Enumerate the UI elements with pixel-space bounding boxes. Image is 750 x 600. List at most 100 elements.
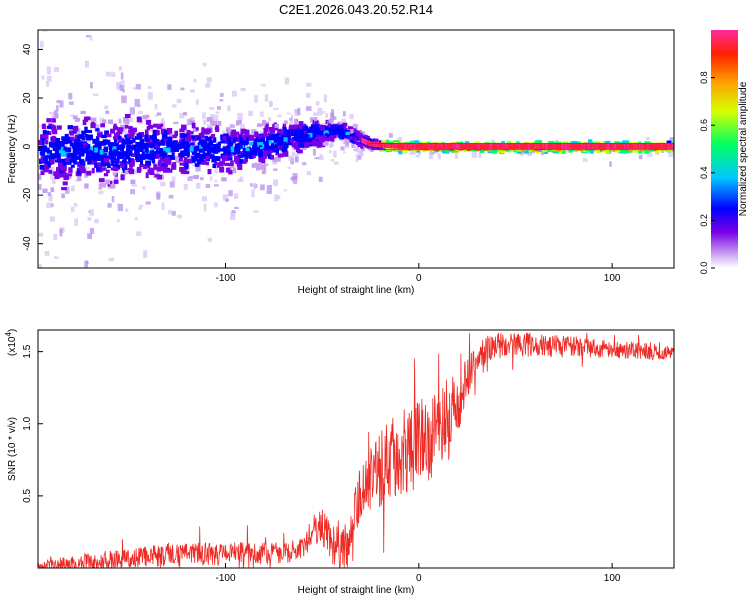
spectrogram-speckle xyxy=(49,111,54,115)
spectrogram-cell xyxy=(126,161,131,165)
spectrogram-cell xyxy=(44,147,50,153)
spectrogram-cell xyxy=(210,154,215,159)
spectrogram-cell xyxy=(213,149,219,154)
spectrogram-cell xyxy=(228,142,233,148)
spectrogram-speckle xyxy=(331,109,335,117)
spectrogram-cell xyxy=(51,125,57,132)
spectrogram-cell xyxy=(130,139,134,144)
spectrogram-cell xyxy=(297,130,304,135)
spectrogram-speckle xyxy=(154,103,158,110)
spectrogram-cell xyxy=(51,117,56,123)
spectrogram-speckle xyxy=(388,133,393,138)
spectrogram-cell xyxy=(144,147,149,153)
spectrogram-cell xyxy=(251,148,258,153)
spectrogram-cell xyxy=(150,156,154,161)
spectrogram-cell xyxy=(142,115,148,120)
spectrogram-cell xyxy=(56,125,62,130)
spectrogram-speckle xyxy=(53,256,59,259)
spectrogram-speckle xyxy=(189,120,195,124)
spectrogram-cell xyxy=(39,164,45,170)
spectrogram-speckle xyxy=(283,189,287,192)
spectrogram-cell xyxy=(214,145,219,149)
spectrogram-cell xyxy=(172,134,177,139)
spectrogram-speckle xyxy=(215,111,220,114)
spectrogram-cell xyxy=(228,169,233,175)
spectrogram-cell xyxy=(60,141,65,147)
spectrogram-cell xyxy=(84,134,89,138)
spectrogram-cell xyxy=(186,153,190,158)
spectrogram-cell xyxy=(185,136,191,142)
spectrogram-cell xyxy=(107,119,114,125)
spectrogram-cell xyxy=(130,179,136,185)
spectrogram-cell xyxy=(237,164,243,171)
colorbar-ticks: 0.0 0.2 0.4 0.6 0.8 xyxy=(699,71,715,274)
spectrogram-cell xyxy=(124,113,131,118)
spectrogram-cell xyxy=(207,153,213,159)
spectrogram-cell xyxy=(122,159,126,164)
spectrogram-speckle xyxy=(160,181,166,187)
spectrogram-speckle xyxy=(38,232,44,237)
spectrogram-speckle xyxy=(114,169,118,173)
spectrogram-cell xyxy=(166,168,173,173)
spectrogram-cell xyxy=(309,117,314,123)
spectrogram-speckle xyxy=(70,206,75,213)
spectrogram-speckle xyxy=(266,191,272,195)
spectrogram-speckle xyxy=(302,162,307,166)
spectrogram-cell xyxy=(265,138,270,144)
spectrogram-cell xyxy=(261,133,266,139)
spectrogram-speckle xyxy=(188,177,192,181)
spectrogram-x-ticks: -100 0 100 xyxy=(216,263,621,284)
spectrogram-cell xyxy=(148,155,152,160)
spectrogram-cell xyxy=(115,131,121,138)
spectrogram-speckle xyxy=(41,75,45,80)
spectrogram-cell xyxy=(52,142,58,147)
spectrogram-cell xyxy=(275,146,281,151)
spectrogram-speckle xyxy=(177,214,182,219)
spectrogram-cell xyxy=(126,133,133,140)
spectrogram-speckle xyxy=(38,173,42,180)
spectrogram-cell xyxy=(227,129,232,134)
spectrogram-cell xyxy=(307,137,313,141)
spectrogram-speckle xyxy=(156,192,161,200)
spectrogram-y-label: Frequency (Hz) xyxy=(7,115,18,184)
spectrogram-cell xyxy=(129,163,135,167)
spectrogram-speckle xyxy=(314,157,320,160)
spectrogram-speckle xyxy=(260,184,265,191)
spectrogram-speckle xyxy=(254,95,258,103)
spectrogram-cell xyxy=(171,152,175,159)
spectrogram-cell xyxy=(126,137,131,144)
spectrogram-cell xyxy=(272,156,277,162)
colorbar-gradient xyxy=(711,30,738,268)
spectrogram-cell xyxy=(252,150,258,156)
spectrogram-cell xyxy=(183,140,188,145)
spectrogram-speckle xyxy=(268,100,273,108)
spectrogram-cell xyxy=(71,144,77,149)
spectrogram-speckle xyxy=(290,177,294,181)
spectrogram-cell xyxy=(42,168,49,173)
spectrogram-cell xyxy=(345,131,350,136)
spectrogram-cell xyxy=(328,119,334,124)
spectrogram-speckle xyxy=(251,189,255,198)
spectrogram-cell xyxy=(269,134,274,141)
spectrogram-cell xyxy=(44,130,50,134)
spectrogram-cell xyxy=(194,145,199,152)
spectrogram-cell xyxy=(106,133,112,138)
spectrogram-speckle xyxy=(61,271,65,277)
spectrogram-cell xyxy=(301,142,308,148)
spectrogram-cell xyxy=(351,128,357,134)
spectrogram-y-ticks: -40 -20 0 20 40 xyxy=(22,43,43,251)
spectrogram-speckle xyxy=(248,110,253,117)
spectrogram-cell xyxy=(298,143,305,148)
spectrogram-cell xyxy=(67,125,74,130)
spectrogram-cell xyxy=(231,129,237,133)
spectrogram-cell xyxy=(301,146,307,151)
spectrogram-cell xyxy=(68,136,75,141)
spectrogram-speckle xyxy=(73,203,78,207)
spectrogram-cell xyxy=(242,175,246,180)
spectrogram-cell xyxy=(96,132,103,138)
snr-x-label: Height of straight line (km) xyxy=(298,585,415,596)
spectrogram-cell xyxy=(110,183,116,189)
spectrogram-marks xyxy=(38,30,674,277)
spectrogram-cell xyxy=(259,164,266,170)
spectrogram-cell xyxy=(232,137,238,142)
